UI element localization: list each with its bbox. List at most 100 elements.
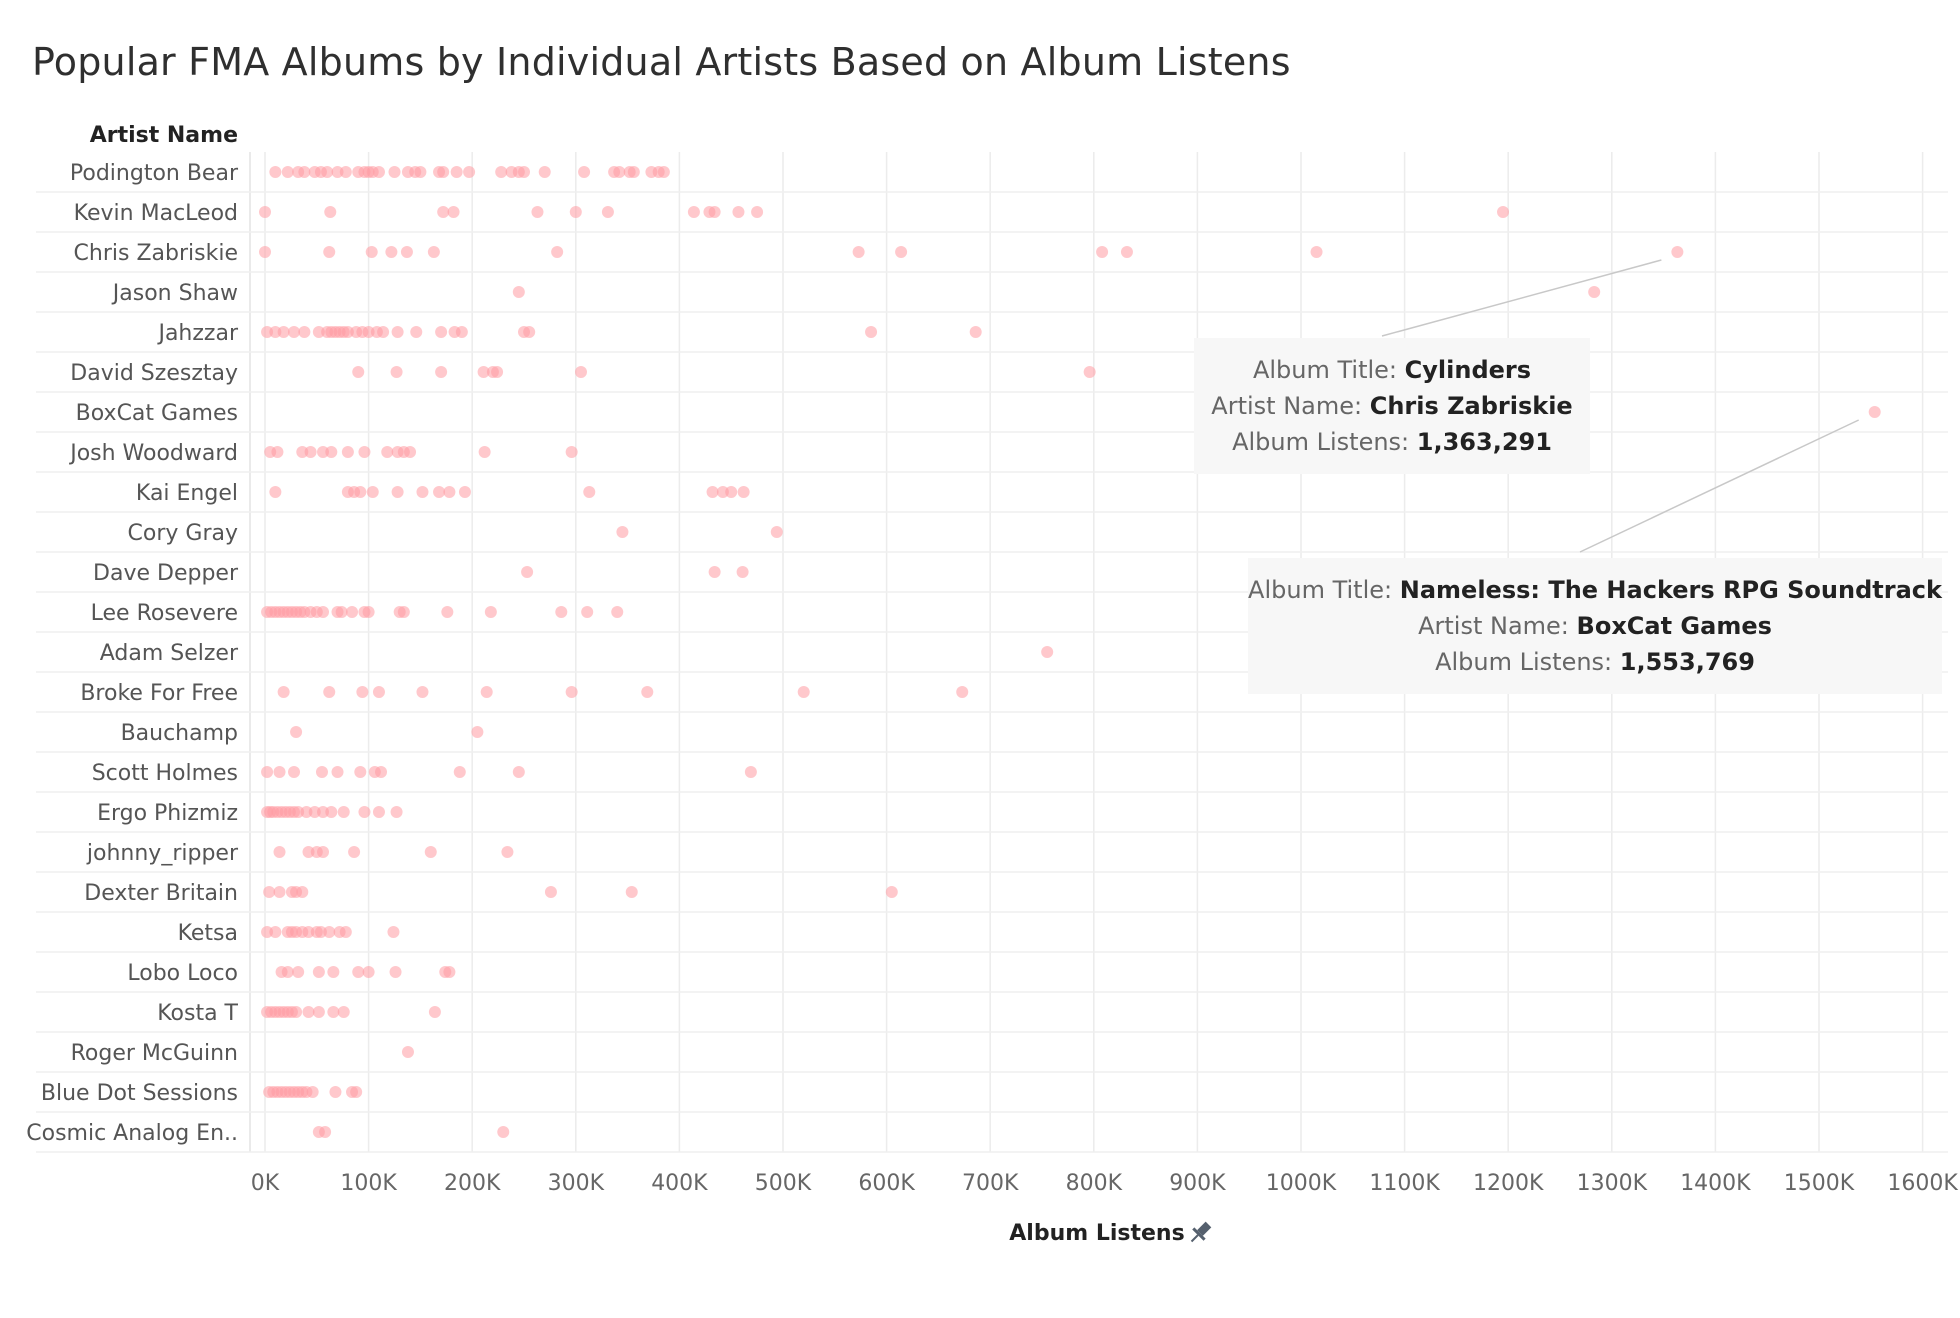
data-point: [797, 686, 810, 698]
data-point: [416, 486, 429, 498]
data-point: [708, 566, 721, 578]
data-point: [885, 886, 898, 898]
data-point: [611, 606, 624, 618]
data-point: [365, 246, 378, 258]
data-point: [335, 606, 348, 618]
data-point: [455, 326, 468, 338]
data-point: [1868, 406, 1881, 418]
data-point: [385, 246, 398, 258]
data-point: [381, 446, 394, 458]
data-point: [312, 326, 325, 338]
data-point: [390, 366, 403, 378]
data-point: [477, 366, 490, 378]
row-label: Blue Dot Sessions: [41, 1081, 238, 1106]
data-point: [331, 766, 344, 778]
tooltip-artist-label: Artist Name:: [1418, 612, 1569, 640]
data-point: [447, 206, 460, 218]
data-point: [354, 486, 367, 498]
data-point: [304, 446, 317, 458]
data-point: [565, 446, 578, 458]
data-point: [716, 486, 729, 498]
data-point: [366, 486, 379, 498]
data-point: [315, 766, 328, 778]
data-point: [341, 446, 354, 458]
data-point: [852, 246, 865, 258]
data-point: [292, 966, 305, 978]
row-label: Cosmic Analog En..: [26, 1121, 238, 1146]
tooltip-artist-value: Chris Zabriskie: [1369, 392, 1573, 420]
data-point: [358, 806, 371, 818]
x-tick-label: 1100K: [1369, 1171, 1440, 1196]
data-point: [288, 766, 301, 778]
x-tick-label: 1600K: [1887, 1171, 1958, 1196]
tooltip-listens-label: Album Listens:: [1435, 648, 1613, 676]
data-point: [269, 166, 282, 178]
data-point: [319, 1126, 332, 1138]
row-label: johnny_ripper: [86, 841, 239, 866]
data-point: [770, 526, 783, 538]
data-point: [1671, 246, 1684, 258]
data-point: [433, 486, 446, 498]
tooltip-listens-label: Album Listens:: [1232, 428, 1410, 456]
data-point: [725, 486, 738, 498]
row-label: Chris Zabriskie: [74, 241, 238, 266]
data-point: [296, 886, 309, 898]
row-label: Dave Depper: [93, 561, 239, 586]
data-point: [261, 926, 274, 938]
data-point: [389, 966, 402, 978]
data-point: [480, 686, 493, 698]
data-point: [325, 806, 338, 818]
data-point: [269, 926, 282, 938]
data-point: [269, 486, 282, 498]
data-point: [290, 1006, 303, 1018]
data-point: [744, 766, 757, 778]
data-point: [443, 966, 456, 978]
x-tick-label: 100K: [340, 1171, 397, 1196]
data-point: [327, 966, 340, 978]
data-point: [327, 1006, 340, 1018]
data-point: [261, 766, 274, 778]
data-point: [288, 326, 301, 338]
data-point: [323, 926, 336, 938]
data-point: [317, 446, 330, 458]
row-header: Artist Name: [90, 123, 238, 148]
tooltip-leader-line: [1579, 419, 1860, 553]
row-label: Ketsa: [178, 921, 238, 946]
data-point: [323, 246, 336, 258]
data-point: [331, 166, 344, 178]
data-point: [616, 526, 629, 538]
data-point: [292, 806, 305, 818]
row-labels: Podington Bear Kevin MacLeod Chris Zabrisk…: [26, 161, 239, 1146]
data-point: [895, 246, 908, 258]
data-point: [298, 326, 311, 338]
data-point: [271, 446, 284, 458]
tooltip-leader-lines: [1381, 259, 1860, 553]
x-tick-label: 700K: [962, 1171, 1019, 1196]
data-point: [337, 1006, 350, 1018]
data-point: [583, 486, 596, 498]
row-label: Broke For Free: [80, 681, 238, 706]
pin-icon[interactable]: [1186, 1219, 1214, 1247]
data-point: [497, 1126, 510, 1138]
data-point: [308, 806, 321, 818]
data-point: [484, 606, 497, 618]
data-point: [544, 886, 557, 898]
data-point: [501, 846, 514, 858]
row-label: Ergo Phizmiz: [97, 801, 238, 826]
x-tick-label: 900K: [1169, 1171, 1226, 1196]
data-point: [263, 886, 276, 898]
data-point: [273, 886, 286, 898]
x-tick-label: 1000K: [1266, 1171, 1337, 1196]
data-point: [531, 206, 544, 218]
data-point: [387, 926, 400, 938]
data-point: [555, 606, 568, 618]
row-label: Kosta T: [157, 1001, 238, 1026]
data-point: [441, 606, 454, 618]
data-point: [521, 566, 534, 578]
data-point: [424, 846, 437, 858]
data-point: [627, 166, 640, 178]
data-point: [352, 366, 365, 378]
data-point: [375, 766, 388, 778]
data-point: [732, 206, 745, 218]
